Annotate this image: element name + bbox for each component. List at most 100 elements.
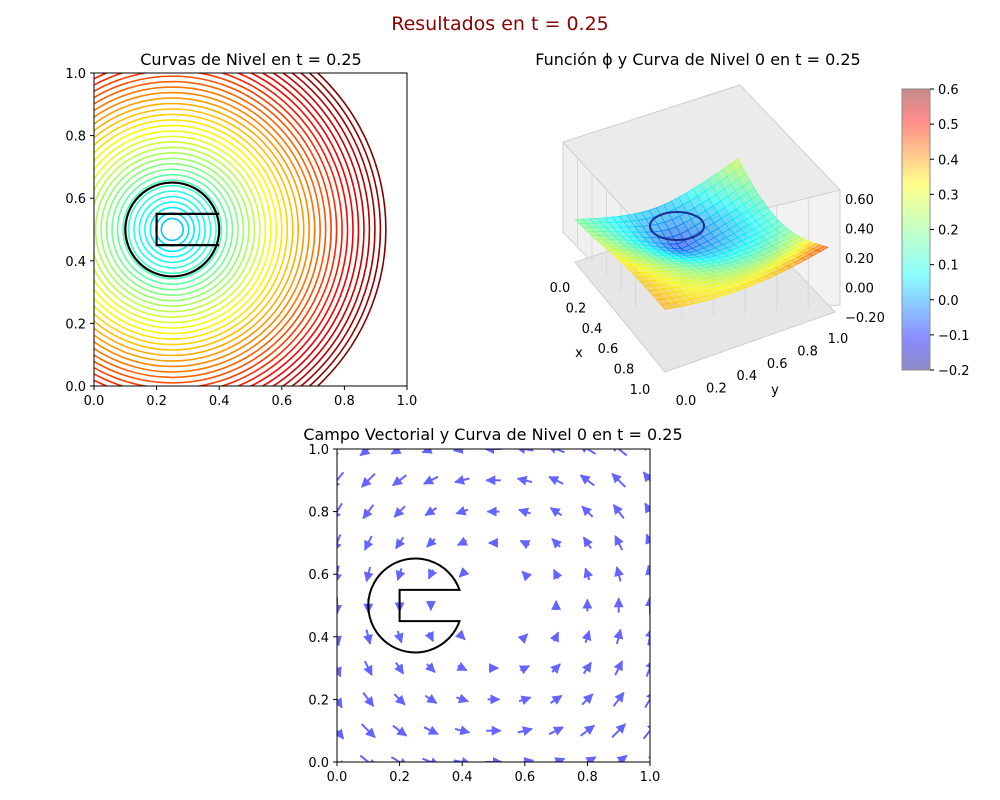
surface-ztick-label: 0.00 [845,282,874,297]
contour-line [94,135,267,324]
quiver-arrow [616,754,628,762]
quiver-arrow [337,728,345,740]
contour-ytick-label: 1.0 [65,67,86,82]
quiver-arrow [581,661,592,675]
contour-line [116,173,228,286]
quiver-arrows [337,449,650,762]
quiver-arrow [452,449,468,454]
colorbar-tick-label: 0.0 [938,294,959,309]
quiver-arrow [519,757,535,762]
quiver-arrow [390,449,402,455]
quiver-arrow [519,539,531,550]
contour-line [299,73,376,386]
quiver-arrow [424,693,438,704]
contour-line [290,73,371,386]
colorbar-tick-label: 0.2 [938,224,959,239]
surface-ytick-label: 0.2 [706,382,727,397]
surface-xtick-label: 0.0 [550,281,571,296]
quiver-arrow [645,627,650,646]
contour-line [105,162,239,297]
quiver-arrow [456,693,469,704]
quiver-ytick-label: 0.6 [308,568,329,583]
contour-line [271,73,360,386]
contour-line [94,141,261,318]
colorbar [901,88,931,371]
quiver-arrow [521,570,532,582]
surface-ytick-label: 0.8 [797,344,818,359]
contour-line [94,119,283,340]
contour-line [94,152,250,307]
quiver-arrow [644,690,650,709]
quiver-axes-frame [336,448,651,763]
quiver-xtick-label: 0.8 [577,770,598,785]
contour-line [94,102,299,357]
contour-ytick-label: 0.4 [65,255,86,270]
contour-line [94,124,278,335]
contour-line [94,73,343,386]
quiver-arrow [611,472,627,488]
surface-mesh [574,158,829,310]
colorbar-tick-label: 0.5 [938,118,959,133]
contour-line [94,108,294,351]
contour-ticks: 0.0 0.2 0.4 0.6 0.8 1.0 0.0 0.2 0.4 0.6 0.8 1.0 [65,67,417,409]
colorbar-tick-label: 0.1 [938,259,959,274]
surface-ztick-label: 0.20 [845,252,874,267]
contour-xtick-label: 0.2 [146,394,167,409]
surface-xtick-label: 1.0 [630,383,651,398]
quiver-arrow [549,507,563,518]
contour-xtick-label: 1.0 [397,394,418,409]
contour-line [149,206,195,253]
quiver-arrow [645,564,650,580]
quiver-arrow [612,503,625,520]
contour-line [308,73,382,386]
quiver-ticks: 0.0 0.2 0.4 0.6 0.8 1.0 0.0 0.2 0.4 0.6 0.8 1.0 [308,443,660,785]
contour-panel: Curvas de Nivel en t = 0.25 0.0 0.2 0.4 0.6… [65,50,417,409]
quiver-arrow [337,534,342,553]
quiver-arrow [363,535,374,551]
quiver-arrow [425,662,436,673]
contour-zero-notch [155,212,220,247]
contour-line [94,80,321,379]
quiver-xtick-label: 0.6 [514,770,535,785]
quiver-arrow [337,471,345,490]
contour-line [100,157,245,302]
quiver-arrow [360,472,376,488]
quiver-arrow [613,628,624,645]
surface-ztick-label: 0.40 [845,223,874,238]
quiver-arrow [581,693,594,706]
quiver-arrow [391,474,407,487]
contour-xtick-label: 0.0 [84,394,105,409]
surface-xtick-label: 0.2 [566,301,587,316]
quiver-arrow [393,505,406,518]
quiver-arrow [611,723,627,739]
quiver-arrow [392,724,408,737]
colorbar-tick-label: −0.2 [938,364,970,379]
contour-line [261,73,354,386]
quiver-arrow [426,537,437,548]
surface-xtick-label: 0.6 [598,342,619,357]
surface-ytick-label: 0.6 [767,357,788,372]
contour-line [138,195,206,264]
quiver-arrow [518,507,531,518]
quiver-arrow [360,723,376,739]
contour-zero-circle [124,181,221,278]
quiver-arrow [585,756,597,762]
quiver-arrow [546,449,565,454]
surface-xlabel: x [575,346,583,361]
contour-ytick-label: 0.6 [65,192,86,207]
quiver-arrow [456,536,469,546]
quiver-arrow [337,631,342,647]
surface-xtick-label: 0.4 [582,322,603,337]
quiver-arrow [516,475,533,486]
quiver-arrow [642,471,650,483]
contour-title: Curvas de Nivel en t = 0.25 [140,50,361,69]
contour-line [94,86,316,373]
quiver-arrow [395,536,406,550]
colorbar-tick-label: −0.1 [938,329,970,344]
quiver-arrow [362,504,375,520]
surface-facet [815,245,829,252]
contour-ytick-label: 0.0 [65,380,86,395]
quiver-arrow [395,568,406,581]
quiver-arrow [458,567,470,578]
quiver-xtick-label: 0.4 [452,770,473,785]
